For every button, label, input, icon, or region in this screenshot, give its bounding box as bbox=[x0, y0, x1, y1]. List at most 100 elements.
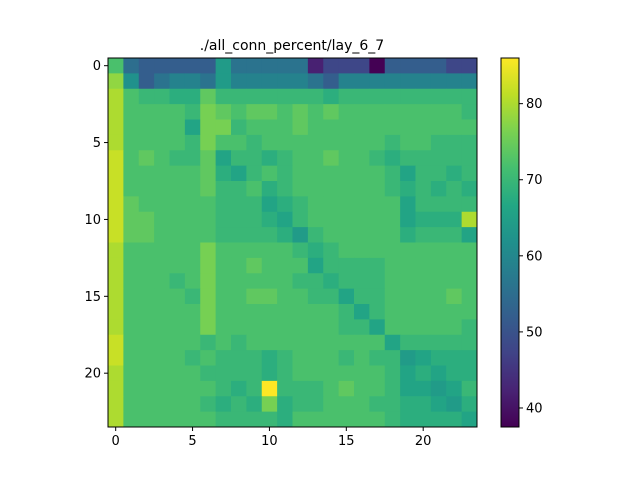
heatmap-cell bbox=[354, 165, 370, 182]
heatmap-cell bbox=[277, 104, 293, 120]
heatmap-cell bbox=[292, 73, 309, 90]
heatmap-cell bbox=[261, 227, 278, 243]
heatmap-cell bbox=[415, 273, 432, 290]
heatmap-cell bbox=[446, 88, 463, 105]
heatmap-cell bbox=[430, 319, 447, 336]
heatmap-cell bbox=[261, 58, 278, 74]
heatmap-cell bbox=[154, 227, 170, 243]
heatmap-cell bbox=[384, 119, 401, 136]
heatmap-cell bbox=[307, 150, 324, 167]
heatmap-cell bbox=[246, 319, 263, 336]
heatmap-cell bbox=[292, 181, 309, 197]
heatmap-cell bbox=[292, 119, 309, 136]
heatmap-cell bbox=[154, 380, 170, 397]
heatmap-cell bbox=[384, 350, 401, 366]
heatmap-cell bbox=[277, 181, 293, 197]
heatmap-cell bbox=[200, 134, 217, 151]
heatmap-cell bbox=[461, 304, 478, 320]
heatmap-cell bbox=[430, 365, 447, 382]
heatmap-cell bbox=[261, 411, 278, 428]
heatmap-cell bbox=[154, 257, 170, 274]
heatmap-cell bbox=[231, 288, 247, 305]
heatmap-cell bbox=[384, 58, 401, 74]
heatmap-cell bbox=[446, 58, 463, 74]
heatmap-cell bbox=[277, 196, 293, 213]
heatmap-cell bbox=[292, 196, 309, 213]
heatmap-cell bbox=[446, 350, 463, 366]
heatmap-cell bbox=[184, 411, 201, 428]
heatmap-cell bbox=[369, 88, 386, 105]
heatmap-cell bbox=[292, 273, 309, 290]
heatmap-cell bbox=[215, 165, 232, 182]
heatmap-cell bbox=[323, 288, 340, 305]
heatmap-cell bbox=[138, 88, 155, 105]
heatmap-cell bbox=[231, 380, 247, 397]
heatmap-cell bbox=[307, 119, 324, 136]
heatmap-cell bbox=[200, 334, 217, 351]
heatmap-cell bbox=[215, 365, 232, 382]
heatmap-cell bbox=[169, 181, 186, 197]
heatmap-cell bbox=[215, 196, 232, 213]
heatmap-cell bbox=[138, 319, 155, 336]
heatmap-cell bbox=[108, 257, 124, 274]
heatmap-cell bbox=[384, 211, 401, 228]
heatmap-cell bbox=[184, 380, 201, 397]
heatmap-cell bbox=[231, 334, 247, 351]
heatmap-cell bbox=[277, 227, 293, 243]
heatmap-cell bbox=[138, 380, 155, 397]
heatmap-cell bbox=[154, 350, 170, 366]
heatmap-cell bbox=[400, 396, 416, 413]
heatmap-cell bbox=[246, 380, 263, 397]
heatmap-cell bbox=[277, 365, 293, 382]
heatmap-cell bbox=[138, 196, 155, 213]
heatmap-cell bbox=[138, 134, 155, 151]
heatmap-cell bbox=[184, 365, 201, 382]
heatmap-cell bbox=[215, 380, 232, 397]
heatmap-cell bbox=[338, 134, 355, 151]
heatmap-cell bbox=[123, 334, 140, 351]
heatmap-cell bbox=[154, 165, 170, 182]
y-axis: 0 5 10 15 20 bbox=[84, 59, 108, 382]
heatmap-cell bbox=[277, 350, 293, 366]
heatmap-cell bbox=[154, 73, 170, 90]
heatmap-cell bbox=[246, 73, 263, 90]
heatmap-cell bbox=[384, 365, 401, 382]
heatmap-cell bbox=[154, 119, 170, 136]
heatmap-cell bbox=[307, 350, 324, 366]
heatmap-cell bbox=[338, 365, 355, 382]
heatmap-cell bbox=[461, 334, 478, 351]
heatmap-cell bbox=[354, 119, 370, 136]
heatmap-cell bbox=[323, 396, 340, 413]
heatmap-cell bbox=[323, 257, 340, 274]
heatmap-cell bbox=[307, 380, 324, 397]
heatmap-cell bbox=[246, 396, 263, 413]
heatmap-cell bbox=[430, 242, 447, 259]
heatmap-cell bbox=[261, 134, 278, 151]
heatmap-cell bbox=[323, 73, 340, 90]
heatmap-cell bbox=[169, 119, 186, 136]
heatmap-cell bbox=[246, 242, 263, 259]
heatmap-cell bbox=[369, 396, 386, 413]
heatmap-cell bbox=[261, 319, 278, 336]
heatmap-cell bbox=[169, 104, 186, 120]
heatmap-cell bbox=[169, 396, 186, 413]
heatmap-cell bbox=[231, 396, 247, 413]
heatmap-cell bbox=[277, 73, 293, 90]
heatmap-cell bbox=[246, 334, 263, 351]
heatmap-cell bbox=[415, 58, 432, 74]
heatmap-cell bbox=[307, 242, 324, 259]
heatmap-cell bbox=[430, 165, 447, 182]
heatmap-cell bbox=[231, 319, 247, 336]
heatmap-cell bbox=[461, 365, 478, 382]
heatmap-cell bbox=[446, 227, 463, 243]
heatmap-cell bbox=[430, 350, 447, 366]
heatmap-cell bbox=[323, 58, 340, 74]
heatmap-cell bbox=[307, 227, 324, 243]
heatmap-cell bbox=[323, 119, 340, 136]
heatmap-cell bbox=[338, 380, 355, 397]
heatmap-cell bbox=[108, 150, 124, 167]
heatmap-cell bbox=[200, 273, 217, 290]
heatmap-cell bbox=[154, 196, 170, 213]
heatmap-cell bbox=[400, 73, 416, 90]
heatmap-cell bbox=[369, 257, 386, 274]
